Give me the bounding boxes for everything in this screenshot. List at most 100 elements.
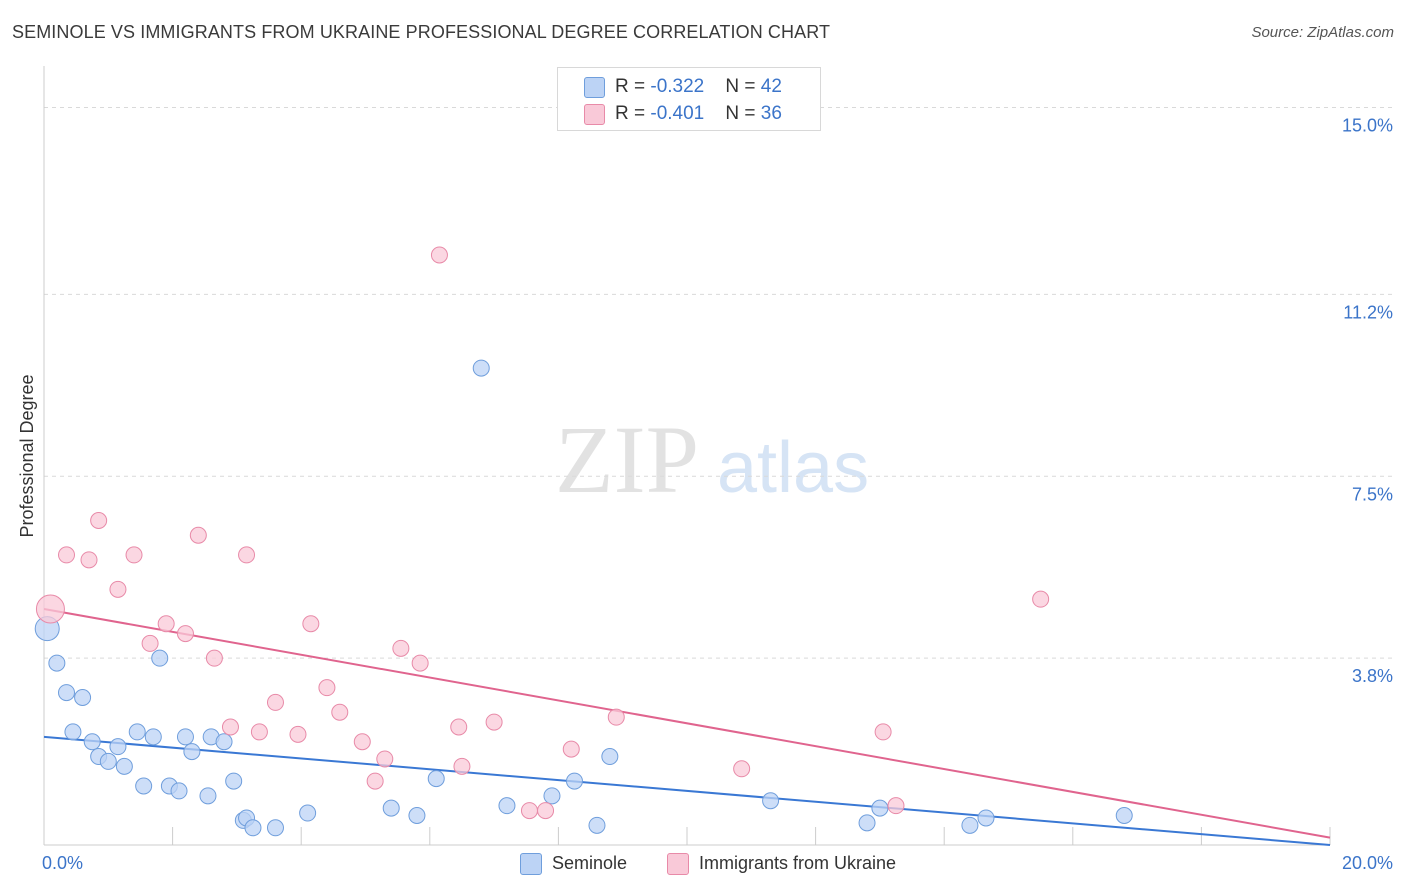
ukraine-point	[302, 615, 320, 633]
seminole-point	[109, 738, 127, 756]
ukraine-point	[266, 693, 284, 711]
ukraine-point	[453, 757, 471, 775]
ukraine-point	[366, 772, 384, 790]
seminole-point	[48, 654, 66, 672]
watermark: ZIP atlas	[555, 406, 869, 513]
r-value-ukraine: -0.401	[650, 103, 705, 124]
seminole-point	[58, 684, 76, 702]
seminole-point	[472, 359, 490, 377]
x-tick-label: 20.0%	[1342, 853, 1393, 873]
ukraine-point	[35, 594, 65, 624]
ukraine-point	[58, 546, 76, 564]
seminole-point	[170, 782, 188, 800]
ukraine-point	[411, 654, 429, 672]
seminole-point	[1115, 807, 1133, 824]
seminole-point	[199, 787, 217, 805]
ukraine-point	[450, 718, 468, 736]
seminole-point	[961, 816, 979, 834]
y-tick-label: 11.2%	[1343, 302, 1393, 322]
watermark-atlas: atlas	[717, 428, 869, 508]
ukraine-point	[250, 723, 268, 741]
ukraine-point	[537, 802, 555, 820]
n-label: N =	[725, 76, 761, 97]
ukraine-swatch	[584, 104, 605, 125]
seminole-legend-swatch	[520, 853, 542, 875]
ukraine-trendline	[43, 608, 1331, 839]
seminole-point	[176, 728, 194, 746]
y-tick-label: 15.0%	[1342, 116, 1393, 136]
source-credit: Source: ZipAtlas.com	[1251, 24, 1394, 41]
r-value-seminole: -0.322	[650, 76, 705, 97]
ukraine-point	[176, 625, 194, 643]
y-axis-label: Professional Degree	[17, 374, 37, 537]
seminole-point	[299, 804, 317, 822]
r-label: R =	[615, 103, 651, 124]
ukraine-point	[430, 246, 448, 264]
seminole-swatch	[584, 77, 605, 98]
seminole-point	[871, 799, 889, 817]
y-tick-label: 3.8%	[1352, 666, 1393, 686]
seminole-point	[858, 814, 876, 832]
watermark-zip: ZIP	[555, 406, 699, 513]
ukraine-point	[562, 740, 580, 758]
ukraine-point	[874, 723, 892, 741]
ukraine-point	[353, 733, 371, 751]
seminole-point	[588, 816, 606, 834]
seminole-point	[244, 819, 262, 837]
ukraine-point	[607, 708, 625, 726]
seminole-point	[543, 787, 561, 805]
seminole-point	[382, 799, 400, 817]
seminole-point	[83, 733, 101, 751]
ukraine-point	[289, 725, 307, 743]
seminole-point	[115, 757, 133, 775]
seminole-point	[135, 777, 153, 795]
n-label: N =	[725, 103, 761, 124]
seminole-point	[498, 797, 516, 815]
ukraine-point	[205, 649, 223, 667]
ukraine-point	[221, 718, 239, 736]
ukraine-point	[157, 615, 175, 633]
n-value-seminole: 42	[760, 76, 782, 97]
seminole-point	[601, 748, 619, 765]
seminole-point	[128, 723, 146, 741]
correlation-legend: R = -0.322 N = 42 R = -0.401 N = 36	[557, 67, 821, 131]
ukraine-point	[141, 634, 159, 652]
seminole-point	[99, 752, 117, 770]
ukraine-legend-label: Immigrants from Ukraine	[699, 853, 897, 873]
ukraine-point	[1032, 590, 1050, 608]
ukraine-point	[238, 546, 256, 564]
r-label: R =	[615, 76, 651, 97]
ukraine-point	[376, 750, 394, 768]
chart-title: SEMINOLE VS IMMIGRANTS FROM UKRAINE PROF…	[12, 22, 831, 42]
ukraine-point	[392, 639, 410, 657]
seminole-point	[183, 743, 201, 761]
ukraine-point	[125, 546, 143, 564]
ukraine-point	[887, 797, 905, 815]
ukraine-point	[90, 512, 108, 529]
legend-text-seminole: R = -0.322 N = 42	[615, 76, 782, 98]
seminole-point	[565, 772, 583, 790]
seminole-point	[266, 819, 284, 837]
ukraine-point	[331, 703, 349, 721]
seminole-point	[762, 792, 780, 810]
ukraine-legend-swatch	[667, 853, 689, 875]
ukraine-point	[109, 580, 127, 598]
legend-text-ukraine: R = -0.401 N = 36	[615, 103, 782, 125]
ukraine-point	[733, 760, 751, 778]
ukraine-point	[520, 802, 538, 820]
seminole-point	[144, 728, 162, 746]
seminole-legend-label: Seminole	[552, 853, 628, 873]
seminole-trendline	[43, 735, 1331, 846]
ukraine-point	[80, 551, 98, 569]
seminole-point	[225, 772, 243, 790]
ukraine-point	[318, 679, 336, 697]
seminole-point	[151, 649, 169, 667]
n-value-ukraine: 36	[760, 103, 782, 124]
seminole-point	[74, 689, 92, 706]
series-legend: Seminole Immigrants from Ukraine	[0, 851, 1406, 879]
ukraine-point	[189, 526, 207, 544]
x-tick-label: 0.0%	[42, 853, 83, 873]
y-tick-label: 7.5%	[1352, 484, 1393, 504]
seminole-point	[408, 807, 426, 824]
